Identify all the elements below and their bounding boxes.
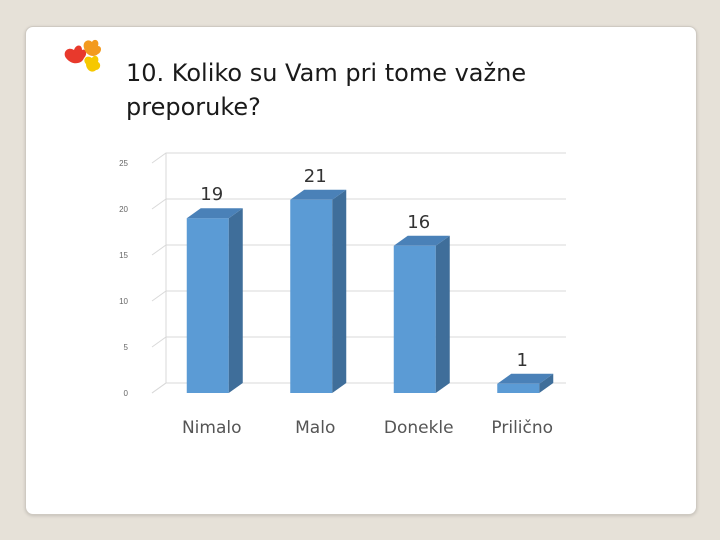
hands-logo-icon <box>64 39 101 72</box>
bar-donekle <box>393 245 436 393</box>
slide-panel <box>25 26 697 515</box>
bar-top <box>497 373 554 384</box>
y-tick-label: 5 <box>124 343 129 352</box>
bar-top <box>290 189 347 200</box>
bar-nimalo <box>186 218 229 393</box>
data-label: 1 <box>517 350 528 371</box>
y-tick-label: 0 <box>124 389 129 398</box>
y-tick-label: 20 <box>119 205 128 214</box>
data-label: 16 <box>407 212 430 233</box>
bar-side <box>435 235 450 393</box>
x-tick-label: Nimalo <box>182 418 242 438</box>
data-label: 21 <box>304 166 327 187</box>
y-tick-label: 10 <box>119 297 128 306</box>
x-tick-label: Prilično <box>491 418 553 438</box>
bar-prilično <box>497 383 540 393</box>
bar-side <box>332 189 347 393</box>
bar-top <box>393 235 450 246</box>
gridline <box>151 152 566 164</box>
chart-back-wall <box>151 153 167 394</box>
bar-side <box>539 373 554 393</box>
data-label: 19 <box>200 184 223 205</box>
y-tick-label: 15 <box>119 251 128 260</box>
bar-side <box>228 208 243 393</box>
bar-top <box>186 208 243 219</box>
x-tick-label: Malo <box>295 418 335 438</box>
slide-title: 10. Koliko su Vam pri tome važne preporu… <box>126 59 527 121</box>
gridline <box>151 198 566 210</box>
y-tick-label: 25 <box>119 159 128 168</box>
x-tick-label: Donekle <box>384 418 454 438</box>
bar-malo <box>290 199 333 393</box>
